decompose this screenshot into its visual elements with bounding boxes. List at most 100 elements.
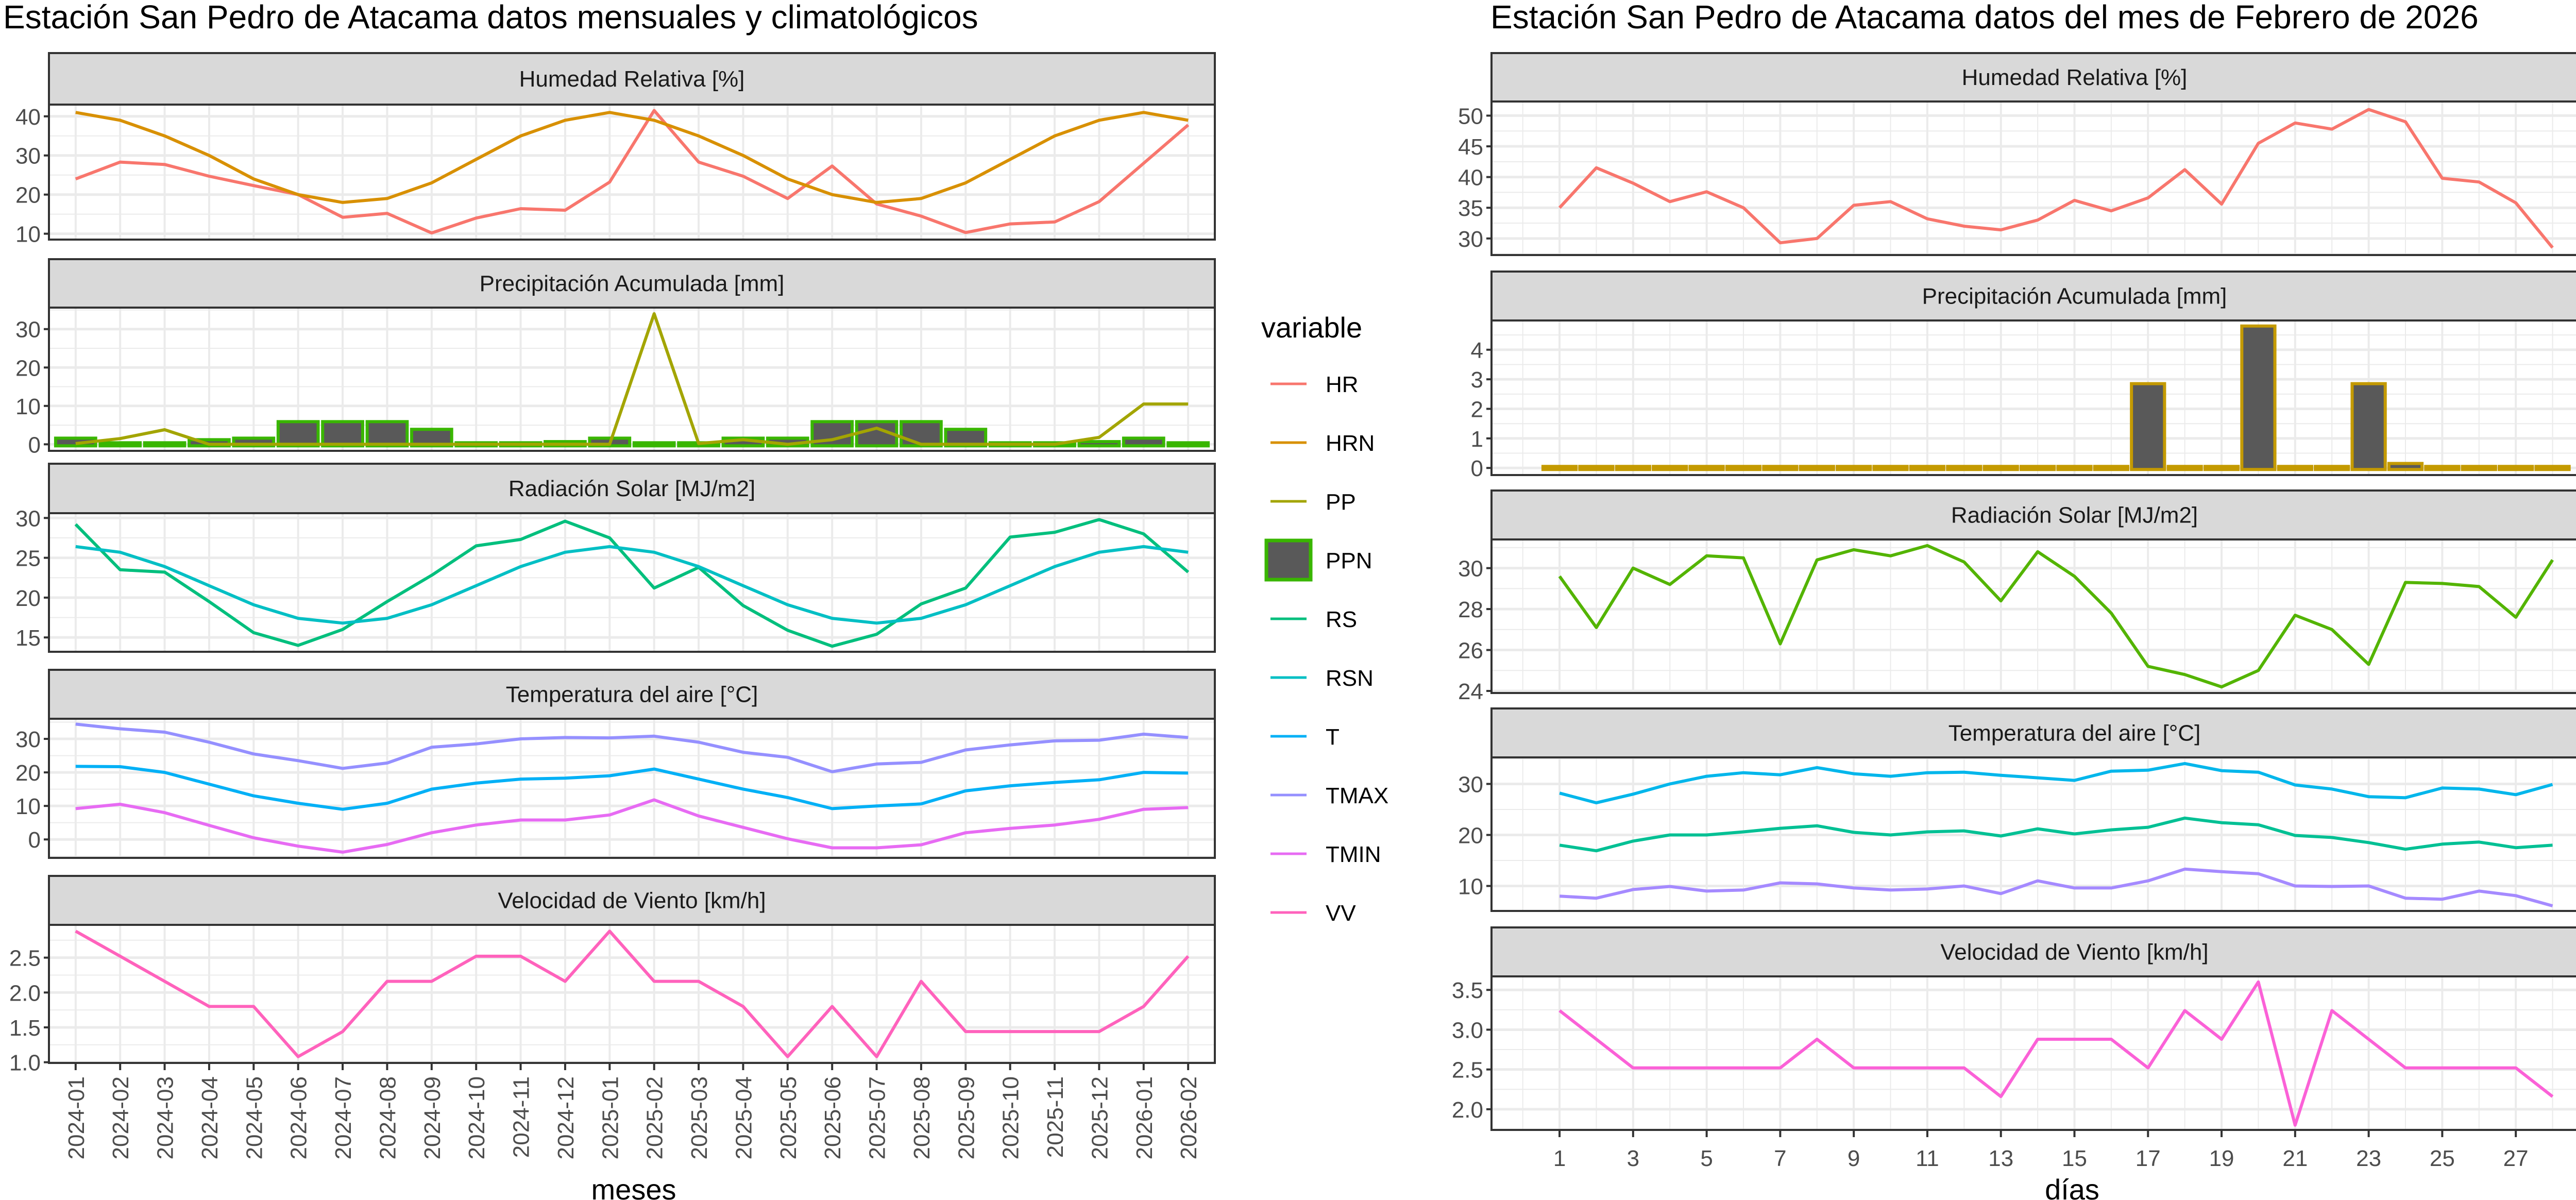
x-tick-label: 2024-02 xyxy=(108,1076,133,1159)
facet-strip-label: Velocidad de Viento [km/h] xyxy=(498,888,766,914)
x-tick-label: 2026-01 xyxy=(1132,1076,1157,1159)
y-tick-label: 1.0 xyxy=(9,1051,41,1076)
bar-pp xyxy=(1541,465,1578,471)
bar-pp xyxy=(1615,465,1651,471)
x-tick-label: 25 xyxy=(2430,1146,2455,1171)
right-chart-title: Estación San Pedro de Atacama datos del … xyxy=(1490,0,2479,36)
y-tick-label: 2.0 xyxy=(1452,1097,1483,1123)
legend-label: RS xyxy=(1326,607,1357,632)
x-tick-label: 2025-10 xyxy=(998,1076,1024,1159)
right-x-axis-title: días xyxy=(2045,1173,2099,1200)
x-tick-label: 2024-06 xyxy=(286,1076,312,1159)
x-tick-label: 21 xyxy=(2282,1146,2308,1171)
panel-background xyxy=(49,925,1215,1063)
left-legend-title: variable xyxy=(1261,311,1362,344)
x-tick-label: 2024-09 xyxy=(420,1076,445,1159)
x-tick-label: 2024-10 xyxy=(464,1076,489,1159)
facet-left-0: Humedad Relativa [%] 10 20 30 40 xyxy=(15,52,1216,247)
series-line-rs xyxy=(74,518,1190,648)
bar-pp xyxy=(2130,382,2166,471)
x-tick-label: 2025-01 xyxy=(598,1076,623,1159)
x-tick-label: 7 xyxy=(1774,1146,1786,1171)
facet-strip-label: Precipitación Acumulada [mm] xyxy=(1922,284,2227,309)
facet-left-2: Radiación Solar [MJ/m2] 15 20 25 30 xyxy=(15,463,1216,653)
facet-strip xyxy=(1490,926,2576,977)
series-line-pp xyxy=(75,312,1189,446)
y-tick-label: 20 xyxy=(15,760,41,786)
x-tick-label: 2025-04 xyxy=(731,1076,756,1159)
bar-pp xyxy=(1836,465,1872,471)
series-line-hr xyxy=(1558,108,2554,249)
panel-border xyxy=(1490,538,2576,694)
bar-pp xyxy=(1946,465,1982,471)
facet-strip-label: Humedad Relativa [%] xyxy=(1962,65,2188,90)
x-tick-label: 13 xyxy=(1988,1146,2013,1171)
series-line-t xyxy=(1559,816,2553,853)
series-line-vv xyxy=(75,929,1190,1058)
facet-strip xyxy=(1490,271,2576,322)
y-tick-label: 50 xyxy=(1458,104,1483,129)
legend-item-tmax: TMAX xyxy=(1270,783,1388,808)
panel-background xyxy=(1492,976,2576,1130)
legend-label: VV xyxy=(1326,901,1356,926)
panel-background xyxy=(1492,539,2576,693)
bar-pp xyxy=(2166,465,2203,471)
y-tick-label: 30 xyxy=(15,727,41,752)
facet-right-0: Humedad Relativa [%] 30 35 40 45 50 xyxy=(1458,52,2576,256)
y-tick-label: 30 xyxy=(15,317,41,343)
x-tick-label: 3 xyxy=(1627,1146,1639,1171)
facet-strip-label: Radiación Solar [MJ/m2] xyxy=(1951,503,2198,528)
y-tick-label: 20 xyxy=(1458,823,1483,848)
bar-pp xyxy=(1872,465,1909,471)
y-tick-label: 26 xyxy=(1458,638,1483,664)
panel-border xyxy=(48,512,1216,653)
series-line-tmax xyxy=(1559,762,2553,805)
bar-pp xyxy=(1909,465,1946,471)
series-line-tmin xyxy=(75,798,1189,854)
y-tick-label: 40 xyxy=(15,105,41,130)
bar-pp xyxy=(1578,465,1615,471)
legend-key-bar xyxy=(1264,538,1313,582)
x-tick-label: 2024-03 xyxy=(153,1076,178,1159)
bar-pp xyxy=(2424,465,2461,471)
x-tick-label: 2026-02 xyxy=(1176,1076,1201,1159)
legend-label: PPN xyxy=(1326,548,1372,573)
legend-label: RSN xyxy=(1326,666,1374,691)
facet-strip xyxy=(48,258,1216,309)
y-tick-label: 2 xyxy=(1471,397,1483,422)
legend-label: TMAX xyxy=(1326,783,1388,808)
bar-pp xyxy=(1725,465,1762,471)
x-tick-label: 2025-11 xyxy=(1043,1076,1068,1158)
x-tick-label: 2025-02 xyxy=(642,1076,668,1159)
facet-strip-label: Temperatura del aire [°C] xyxy=(1948,721,2201,746)
y-tick-label: 20 xyxy=(15,356,41,381)
x-tick-label: 17 xyxy=(2136,1146,2161,1171)
legend-item-tmin: TMIN xyxy=(1270,842,1381,867)
y-tick-label: 20 xyxy=(15,586,41,611)
x-tick-label: 2024-05 xyxy=(242,1076,267,1159)
x-tick-label: 2024-11 xyxy=(509,1076,534,1158)
bar-pp xyxy=(1799,465,1835,471)
facet-strip xyxy=(48,463,1216,514)
bar-ppn xyxy=(900,420,943,448)
legend-label: HRN xyxy=(1326,431,1375,456)
left-plot: Humedad Relativa [%] 10 20 30 40 Precipitació… xyxy=(9,52,1216,1159)
legend-label: T xyxy=(1326,724,1340,750)
y-tick-label: 24 xyxy=(1458,679,1483,704)
bar-pp xyxy=(2534,465,2571,471)
bar-pp xyxy=(2277,465,2313,471)
series-line-vv xyxy=(1558,980,2554,1127)
x-tick-label: 2024-04 xyxy=(197,1076,223,1159)
x-tick-label: 15 xyxy=(2062,1146,2087,1171)
y-tick-label: 2.5 xyxy=(9,946,41,971)
y-tick-label: 30 xyxy=(1458,772,1483,797)
y-tick-label: 30 xyxy=(15,506,41,531)
bar-ppn xyxy=(1166,441,1210,448)
facet-strip-label: Humedad Relativa [%] xyxy=(519,66,745,92)
panel-border xyxy=(48,104,1216,241)
legend-label: HR xyxy=(1326,372,1359,397)
bar-ppn xyxy=(1077,440,1121,448)
x-tick-label: 2025-12 xyxy=(1087,1076,1112,1159)
y-tick-label: 0 xyxy=(28,432,41,458)
